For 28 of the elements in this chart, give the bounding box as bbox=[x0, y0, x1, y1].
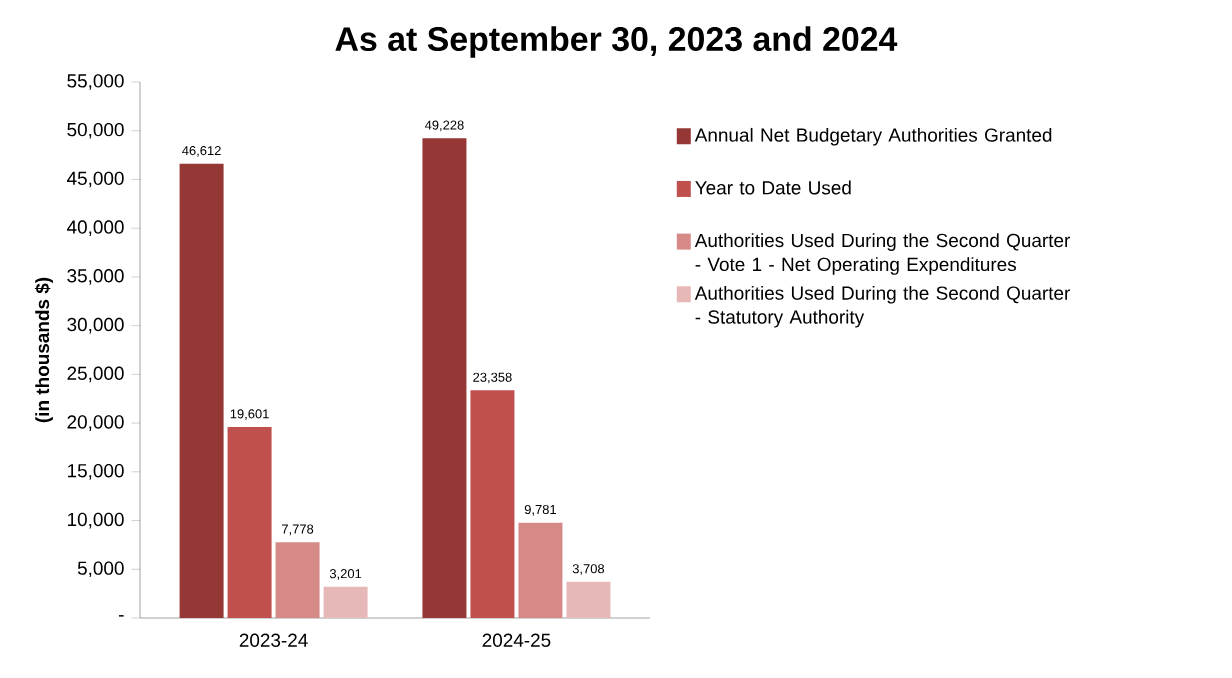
y-tick-label: 45,000 bbox=[67, 171, 124, 188]
y-tick-label: 40,000 bbox=[67, 220, 124, 237]
y-tick-label: 35,000 bbox=[67, 269, 124, 285]
bar bbox=[566, 581, 611, 618]
legend-label: Year to Date Used bbox=[695, 180, 851, 195]
legend-label: Authorities Used During the Second Quarter - Statutory Authority bbox=[694, 285, 1071, 328]
y-tick-label: 15,000 bbox=[68, 464, 124, 480]
legend-label: Annual Net Budgetary Authorities Granted bbox=[694, 127, 1052, 146]
y-tick-label: - bbox=[119, 615, 124, 617]
y-tick-label: 55,000 bbox=[67, 74, 124, 90]
bar bbox=[323, 586, 368, 618]
y-tick-label: 30,000 bbox=[67, 317, 124, 334]
bar bbox=[179, 163, 224, 618]
bar bbox=[227, 426, 272, 618]
bar bbox=[470, 390, 515, 618]
y-tick-label: 50,000 bbox=[67, 122, 124, 139]
y-axis-title: (in thousands $) bbox=[34, 277, 53, 423]
y-tick-label: 5,000 bbox=[77, 561, 124, 578]
legend-label: Authorities Used During the Second Quarter - Vote 1 - Net Operating Expenditures bbox=[694, 233, 1071, 275]
x-tick-label: 2024-25 bbox=[482, 633, 551, 647]
chart-title: As at September 30, 2023 and 2024 bbox=[335, 26, 898, 58]
x-tick-label: 2023-24 bbox=[239, 633, 308, 647]
bar bbox=[275, 542, 320, 618]
bar bbox=[422, 138, 467, 618]
y-tick-label: 25,000 bbox=[67, 366, 124, 383]
y-tick-label: 20,000 bbox=[67, 415, 124, 431]
bar bbox=[518, 522, 563, 618]
y-tick-label: 10,000 bbox=[68, 512, 124, 529]
